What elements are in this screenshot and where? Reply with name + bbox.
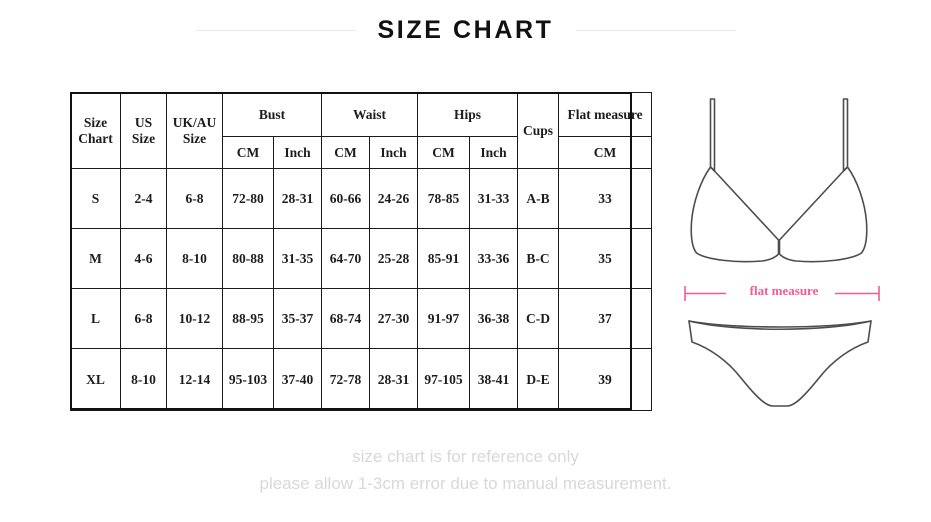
cell-hips-inch: 31-33 <box>469 168 519 229</box>
cell-us-size: 4-6 <box>120 228 167 289</box>
header-bust: Bust <box>221 92 323 137</box>
bra-outline-icon <box>690 98 868 263</box>
flat-measure-annotation: flat measure <box>683 280 883 308</box>
cell-hips-cm: 78-85 <box>417 168 471 229</box>
header-size-chart: Size Chart <box>70 92 121 169</box>
header-bust-inch: Inch <box>272 136 323 169</box>
cell-bust-inch: 35-37 <box>272 288 323 349</box>
header-hips-cm: CM <box>417 136 471 169</box>
cell-size: S <box>70 168 121 229</box>
table-header-row-primary: Size Chart US Size UK/AU Size Bust Waist… <box>70 92 653 169</box>
cell-us-size: 2-4 <box>120 168 167 229</box>
header-us-size: US Size <box>120 92 167 169</box>
flat-measure-label: flat measure <box>749 283 819 298</box>
product-illustrations: flat measure <box>665 80 905 425</box>
cell-size: M <box>70 228 121 289</box>
cell-cups: C-D <box>517 288 560 349</box>
cell-hips-cm: 91-97 <box>417 288 471 349</box>
table-header-row-units: CM Inch CM Inch CM Inch CM <box>71 136 653 169</box>
size-chart-table: Size Chart US Size UK/AU Size Bust Waist… <box>70 92 653 411</box>
header-cups: Cups <box>517 92 560 169</box>
cell-hips-cm: 97-105 <box>417 348 471 411</box>
header-flat-measure-cm: CM <box>558 136 653 169</box>
cell-uk-au-size: 10-12 <box>166 288 223 349</box>
panty-outline-icon <box>688 320 872 407</box>
cell-cups: B-C <box>517 228 560 289</box>
footer-disclaimer: size chart is for reference only please … <box>0 443 931 497</box>
table-row: XL 8-10 12-14 95-103 37-40 72-78 28-31 9… <box>70 348 653 411</box>
cell-us-size: 6-8 <box>120 288 167 349</box>
cell-uk-au-size: 8-10 <box>166 228 223 289</box>
cell-size: L <box>70 288 121 349</box>
cell-bust-inch: 31-35 <box>272 228 323 289</box>
table-row: L 6-8 10-12 88-95 35-37 68-74 27-30 91-9… <box>70 288 653 349</box>
cell-waist-inch: 24-26 <box>369 168 419 229</box>
cell-waist-cm: 72-78 <box>321 348 371 411</box>
cell-hips-inch: 33-36 <box>469 228 519 289</box>
cell-flat-measure: 37 <box>558 288 653 349</box>
footer-line-2: please allow 1-3cm error due to manual m… <box>259 474 672 493</box>
cell-flat-measure: 35 <box>558 228 653 289</box>
cell-bust-cm: 95-103 <box>222 348 274 411</box>
cell-bust-cm: 88-95 <box>222 288 274 349</box>
page-title: SIZE CHART <box>377 15 554 44</box>
header-bust-cm: CM <box>222 136 274 169</box>
footer-line-1: size chart is for reference only <box>352 447 579 466</box>
cell-cups: D-E <box>517 348 560 411</box>
cell-uk-au-size: 6-8 <box>166 168 223 229</box>
measure-arrow-icon <box>684 286 880 301</box>
page-header: SIZE CHART <box>0 14 931 46</box>
cell-hips-inch: 38-41 <box>469 348 519 411</box>
cell-waist-inch: 27-30 <box>369 288 419 349</box>
table-row: S 2-4 6-8 72-80 28-31 60-66 24-26 78-85 … <box>70 168 653 229</box>
cell-flat-measure: 33 <box>558 168 653 229</box>
header-hips-inch: Inch <box>469 136 519 169</box>
cell-uk-au-size: 12-14 <box>166 348 223 411</box>
cell-flat-measure: 39 <box>558 348 653 411</box>
cell-us-size: 8-10 <box>120 348 167 411</box>
cell-bust-inch: 28-31 <box>272 168 323 229</box>
title-rule-right <box>575 29 736 31</box>
cell-bust-inch: 37-40 <box>272 348 323 411</box>
cell-bust-cm: 80-88 <box>222 228 274 289</box>
cell-waist-cm: 60-66 <box>321 168 371 229</box>
cell-hips-inch: 36-38 <box>469 288 519 349</box>
header-hips: Hips <box>417 92 519 137</box>
header-flat-measure: Flat measure <box>558 92 653 137</box>
header-waist-inch: Inch <box>369 136 419 169</box>
cell-waist-cm: 64-70 <box>321 228 371 289</box>
size-chart-table-container: Size Chart US Size UK/AU Size Bust Waist… <box>70 92 653 411</box>
header-waist: Waist <box>321 92 419 137</box>
cell-size: XL <box>70 348 121 411</box>
cell-waist-cm: 68-74 <box>321 288 371 349</box>
cell-cups: A-B <box>517 168 560 229</box>
cell-bust-cm: 72-80 <box>222 168 274 229</box>
header-uk-au-size: UK/AU Size <box>166 92 223 169</box>
title-rule-left <box>195 29 356 31</box>
cell-waist-inch: 25-28 <box>369 228 419 289</box>
header-waist-cm: CM <box>321 136 371 169</box>
table-row: M 4-6 8-10 80-88 31-35 64-70 25-28 85-91… <box>70 228 653 289</box>
cell-hips-cm: 85-91 <box>417 228 471 289</box>
cell-waist-inch: 28-31 <box>369 348 419 411</box>
